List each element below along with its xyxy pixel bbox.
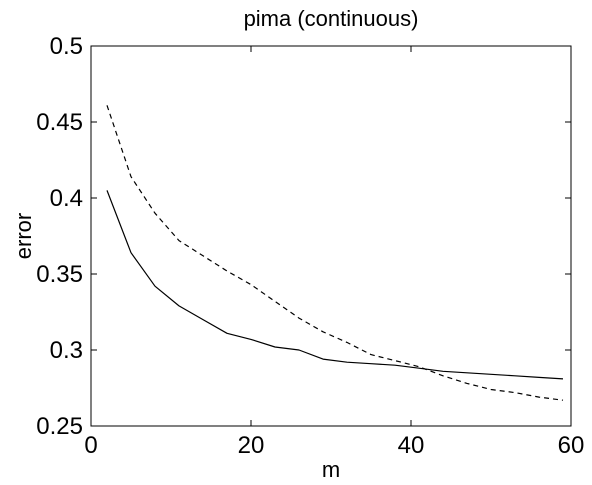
chart-title: pima (continuous): [244, 6, 419, 31]
axis-ticks: [90, 45, 572, 427]
y-tick-label: 0.35: [36, 261, 83, 288]
y-tick-label: 0.25: [36, 413, 83, 440]
y-tick-label: 0.3: [50, 337, 83, 364]
series-lines: [106, 105, 564, 401]
y-axis-label: error: [11, 213, 36, 259]
x-tick-label: 0: [84, 432, 97, 459]
x-tick-label: 20: [238, 432, 265, 459]
solid-series-line: [106, 190, 564, 380]
x-tick-label: 60: [558, 432, 585, 459]
y-tick-label: 0.45: [36, 109, 83, 136]
plot-area-frame: [90, 45, 572, 427]
dashed-series-line: [106, 105, 564, 401]
x-tick-label: 40: [398, 432, 425, 459]
x-axis-label: m: [322, 457, 340, 482]
y-tick-label: 0.5: [50, 33, 83, 60]
axis-tick-labels: 0 20 40 60 0.25 0.3 0.35 0.4 0.45 0.5: [36, 33, 584, 459]
y-tick-label: 0.4: [50, 185, 83, 212]
